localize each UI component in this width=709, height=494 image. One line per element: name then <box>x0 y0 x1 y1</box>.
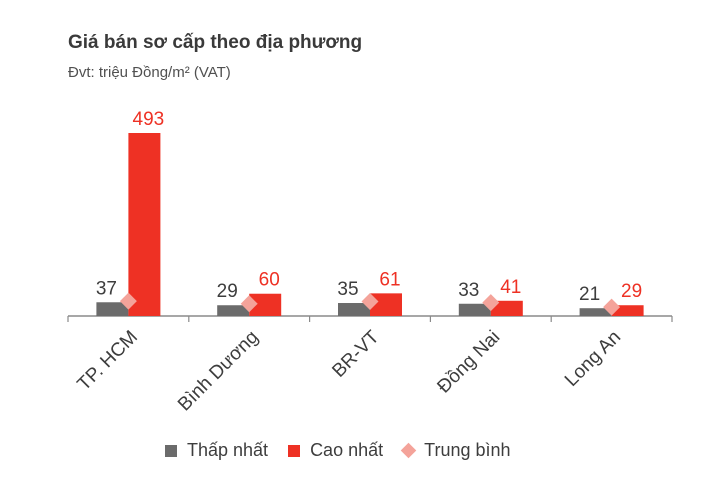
category-label: Long An <box>561 327 625 391</box>
data-label-max: 60 <box>259 270 280 291</box>
bar-max <box>490 300 523 316</box>
bar-min <box>96 302 129 316</box>
bar-max <box>370 293 402 316</box>
category-label: TP. HCM <box>74 327 142 395</box>
bar-min <box>217 305 250 316</box>
chart-title: Giá bán sơ cấp theo địa phương <box>68 32 363 53</box>
category-label: Bình Dương <box>174 327 263 416</box>
bar-min <box>579 308 612 316</box>
avg-marker <box>240 295 258 313</box>
bar-min <box>338 303 370 316</box>
data-label-max: 493 <box>133 109 165 130</box>
data-label-min: 37 <box>96 278 117 299</box>
avg-marker <box>361 293 379 311</box>
category-label: BR-VT <box>328 326 383 381</box>
data-label-min: 33 <box>458 280 479 301</box>
data-label-min: 35 <box>337 279 358 300</box>
bar-max <box>249 293 282 316</box>
category-label: Đồng Nai <box>433 327 504 398</box>
data-label-max: 29 <box>621 281 642 302</box>
legend-item-avg: Trung bình <box>400 440 511 461</box>
chart-subtitle: Đvt: triệu Đồng/m² (VAT) <box>68 64 231 81</box>
legend-label-avg: Trung bình <box>424 440 511 460</box>
bar-min <box>458 303 491 316</box>
legend-item-min: Thấp nhất <box>165 440 268 461</box>
legend-swatch-min <box>165 444 177 457</box>
data-label-min: 29 <box>217 281 238 302</box>
data-label-min: 21 <box>579 284 600 305</box>
data-label-max: 41 <box>500 277 521 298</box>
avg-marker <box>482 294 500 312</box>
bar-max <box>128 133 161 316</box>
legend-swatch-avg <box>400 442 417 459</box>
legend-label-min: Thấp nhất <box>187 440 269 460</box>
legend-swatch-max <box>288 444 301 457</box>
data-label-max: 61 <box>379 269 400 290</box>
legend-label-max: Cao nhất <box>310 440 384 460</box>
avg-marker <box>603 298 621 316</box>
legend-item-max: Cao nhất <box>288 440 383 461</box>
chart-legend: Thấp nhất Cao nhất Trung bình <box>165 440 531 461</box>
bar-max <box>611 305 644 316</box>
